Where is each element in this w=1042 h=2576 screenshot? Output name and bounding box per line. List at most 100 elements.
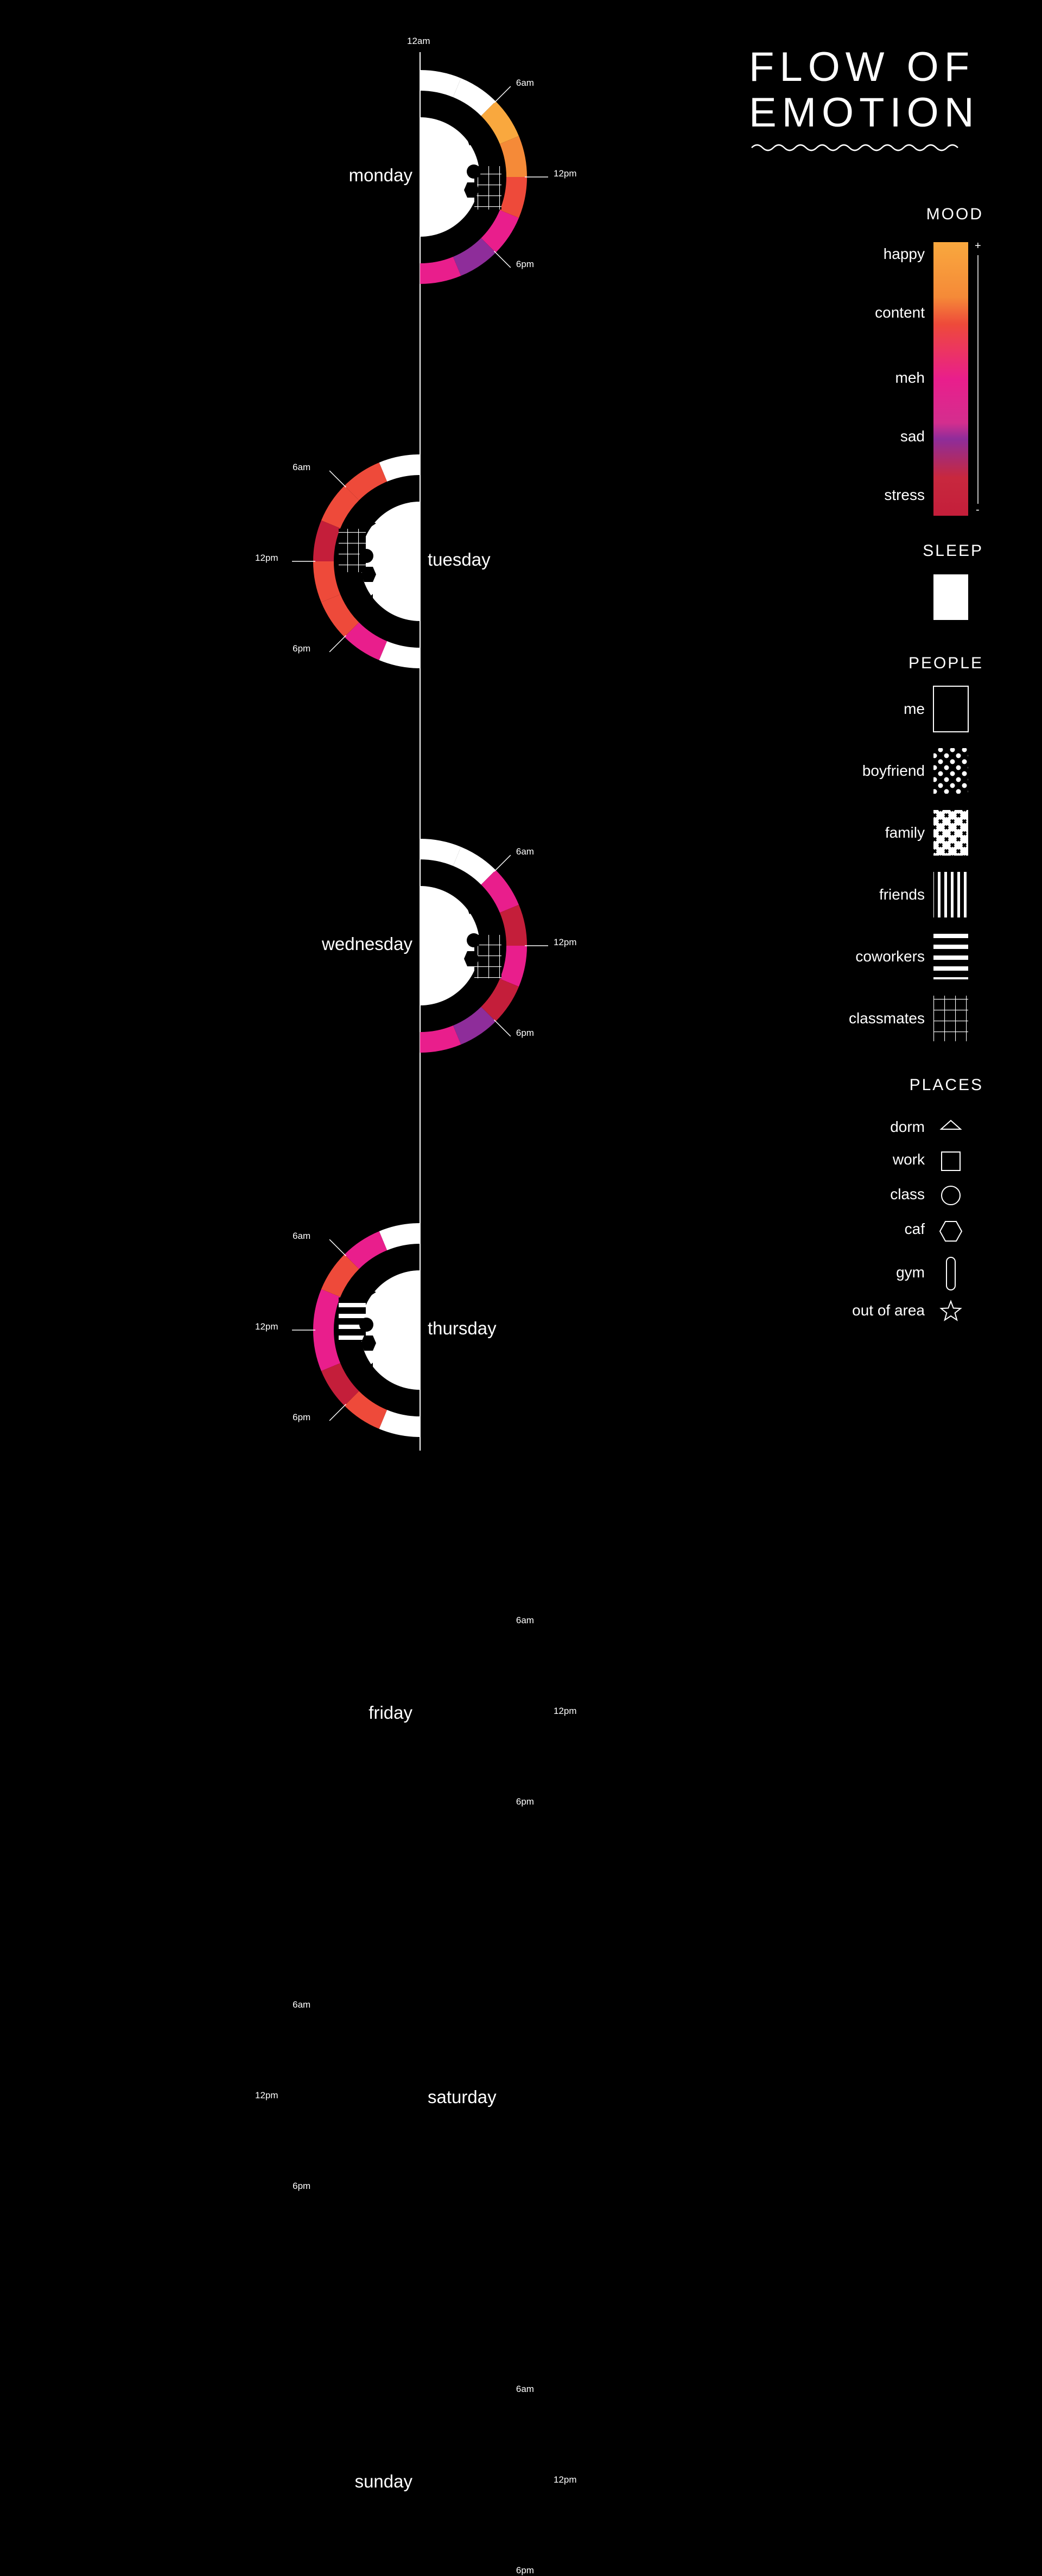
class-marker xyxy=(359,1318,373,1332)
mood-segment xyxy=(379,1409,421,1438)
day-label: sunday xyxy=(354,2471,412,2491)
flow-of-emotion-diagram xyxy=(292,52,979,1451)
time-label-evening: 6pm xyxy=(293,643,311,654)
sleep-area xyxy=(420,117,480,237)
time-label-noon: 12pm xyxy=(255,553,278,563)
time-label-morning: 6am xyxy=(516,78,534,88)
mood-segment xyxy=(499,136,528,178)
mood-segment xyxy=(420,1025,461,1053)
time-label-evening: 6pm xyxy=(516,1027,534,1038)
sleep-area xyxy=(360,1270,420,1390)
time-tick xyxy=(329,1403,347,1421)
mood-segment xyxy=(481,210,519,253)
mood-segment xyxy=(420,256,461,284)
place-icon-caf xyxy=(939,1221,963,1242)
people-pattern xyxy=(339,529,366,572)
mood-segment xyxy=(344,1391,387,1429)
time-label-noon: 12pm xyxy=(255,2090,278,2100)
people-swatch-me xyxy=(933,686,969,732)
day-thursday xyxy=(292,1223,421,1438)
people-swatch-coworkers xyxy=(933,934,968,979)
day-label: friday xyxy=(368,1702,412,1723)
class-marker xyxy=(467,164,481,179)
mood-scale xyxy=(933,242,968,516)
caf-marker xyxy=(361,1336,376,1351)
people-swatch-boyfriend xyxy=(933,748,968,794)
people-swatch-classmates xyxy=(933,996,968,1041)
mood-segment xyxy=(313,1289,341,1331)
mood-segment xyxy=(379,641,421,669)
time-label-midnight: 12am xyxy=(407,36,430,46)
mood-segment xyxy=(344,1231,387,1269)
place-icon-work xyxy=(941,1151,961,1171)
mood-segment xyxy=(453,1007,496,1045)
mood-segment xyxy=(321,1363,359,1406)
sleep-area xyxy=(360,502,420,621)
time-label-morning: 6am xyxy=(516,846,534,857)
day-label: monday xyxy=(348,165,412,185)
mood-segment xyxy=(453,78,496,116)
time-label-morning: 6am xyxy=(516,2384,534,2395)
place-icon-gym xyxy=(946,1257,956,1290)
mood-segment xyxy=(379,454,421,482)
time-tick xyxy=(329,635,347,653)
time-label-noon: 12pm xyxy=(255,1321,278,1332)
people-swatch-friends xyxy=(933,872,968,917)
mood-segment xyxy=(499,945,528,987)
class-marker xyxy=(467,933,481,947)
day-label: wednesday xyxy=(322,934,412,954)
time-label-morning: 6am xyxy=(293,1999,311,2010)
mood-plus: + xyxy=(975,240,981,252)
mood-segment xyxy=(313,520,341,562)
day-tuesday xyxy=(292,454,421,669)
place-label-out-of-area: out of area xyxy=(852,1302,925,1319)
title-line-2: EMOTION xyxy=(749,90,980,136)
mood-minus: - xyxy=(976,504,980,516)
day-label: thursday xyxy=(428,1318,497,1338)
mood-label-happy: happy xyxy=(883,245,925,262)
people-label-boyfriend: boyfriend xyxy=(862,762,925,779)
people-label-coworkers: coworkers xyxy=(855,948,925,965)
people-heading: PEOPLE xyxy=(908,654,983,672)
mood-label-content: content xyxy=(875,304,925,321)
time-tick xyxy=(493,250,511,268)
time-label-morning: 6am xyxy=(293,1231,311,1242)
people-swatch-family xyxy=(933,810,968,856)
mood-segment xyxy=(453,846,496,885)
time-label-evening: 6pm xyxy=(516,258,534,269)
place-label-dorm: dorm xyxy=(890,1118,925,1135)
people-label-friends: friends xyxy=(879,886,925,903)
mood-segment xyxy=(481,870,519,913)
place-label-caf: caf xyxy=(904,1220,925,1237)
people-label-family: family xyxy=(885,824,925,841)
day-label: saturday xyxy=(428,2087,497,2107)
time-tick xyxy=(493,1019,511,1037)
sleep-heading: SLEEP xyxy=(923,542,983,560)
class-marker xyxy=(359,549,373,563)
caf-marker xyxy=(464,182,479,198)
mood-segment xyxy=(481,978,519,1022)
title-underline xyxy=(751,144,958,151)
day-monday xyxy=(420,69,548,284)
time-label-evening: 6pm xyxy=(293,2180,311,2191)
mood-segment xyxy=(481,101,519,144)
time-tick xyxy=(329,1239,347,1257)
dorm-marker xyxy=(361,594,373,605)
people-label-me: me xyxy=(904,700,925,717)
time-label-noon: 12pm xyxy=(554,2474,577,2485)
mood-segment xyxy=(313,1330,341,1371)
mood-heading: MOOD xyxy=(926,205,983,223)
dorm-marker xyxy=(465,134,479,145)
time-tick xyxy=(493,855,511,872)
mood-segment xyxy=(499,176,528,218)
place-label-work: work xyxy=(892,1151,925,1168)
mood-label-sad: sad xyxy=(900,428,925,445)
day-wednesday xyxy=(420,838,548,1053)
mood-label-stress: stress xyxy=(884,486,925,503)
dorm-marker xyxy=(361,1363,373,1374)
mood-label-meh: meh xyxy=(895,369,925,386)
mood-segment xyxy=(321,594,359,637)
time-label-morning: 6am xyxy=(516,1615,534,1626)
sleep-area xyxy=(420,886,480,1005)
mood-segment xyxy=(313,561,341,603)
